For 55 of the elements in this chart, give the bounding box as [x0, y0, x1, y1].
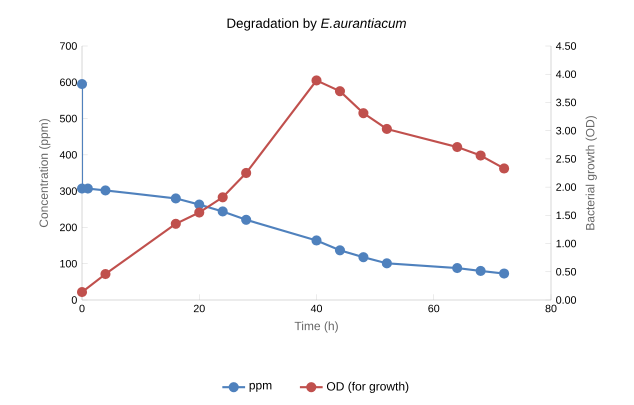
x-axis-title: Time (h) [294, 321, 338, 333]
point [476, 266, 486, 276]
point [76, 79, 88, 90]
point [194, 207, 204, 218]
point [218, 206, 228, 217]
legend-label: OD (for growth) [326, 382, 408, 393]
x-tick-label: 40 [310, 304, 322, 312]
point [241, 168, 252, 178]
point [334, 86, 346, 96]
point [452, 142, 462, 152]
y-tick-label: 400 [60, 151, 77, 159]
x-tick-label: 60 [428, 304, 440, 312]
point [499, 163, 510, 174]
point [382, 124, 392, 134]
x-tick-label: 0 [79, 304, 85, 312]
y2-axis-title: Bacterial growth (OD) [586, 116, 597, 230]
y2-tick-label: 1.50 [556, 212, 576, 220]
point [311, 235, 322, 246]
x-tick-label: 20 [194, 304, 205, 312]
y2-tick-label: 2.00 [556, 183, 576, 191]
point [499, 268, 510, 279]
point [218, 192, 228, 202]
point [382, 258, 392, 268]
y-tick-label: 100 [60, 260, 77, 268]
y2-tick-label: 4.00 [556, 70, 576, 78]
point [476, 150, 486, 161]
y-tick-label: 0 [72, 296, 77, 304]
y-axis-title: Concentration (ppm) [39, 119, 50, 228]
y2-tick-label: 1.00 [556, 240, 576, 248]
y2-tick-label: 3.00 [556, 126, 576, 134]
point [76, 287, 88, 298]
legend-label: ppm [250, 382, 272, 392]
point [311, 75, 322, 86]
point [358, 252, 368, 262]
point [334, 245, 346, 256]
y2-tick-label: 0.50 [556, 268, 576, 276]
y2-tick-label: 2.50 [556, 155, 576, 163]
point [170, 218, 181, 229]
y-tick-label: 500 [60, 114, 77, 122]
y-tick-label: 300 [60, 187, 77, 195]
y-tick-label: 200 [60, 224, 77, 232]
point [100, 185, 111, 196]
y2-tick-label: 0.00 [556, 296, 576, 304]
chart-title: Degradation by E.aurantiacum [228, 18, 406, 31]
point [241, 214, 252, 225]
y2-tick-label: 3.50 [556, 98, 576, 106]
x-tick-label: 80 [546, 304, 557, 312]
point [100, 268, 111, 280]
y-tick-label: 700 [60, 42, 77, 50]
point [358, 108, 368, 118]
y2-tick-label: 4.50 [556, 42, 576, 50]
point [170, 193, 181, 204]
y-tick-label: 600 [60, 78, 77, 86]
point [194, 200, 204, 210]
point [452, 263, 462, 274]
